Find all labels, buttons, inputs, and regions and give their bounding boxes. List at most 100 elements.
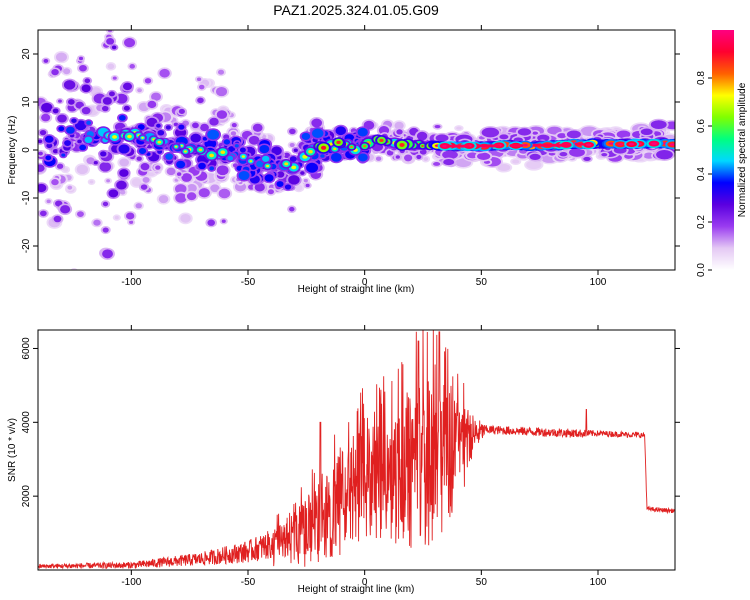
spectrogram-cell xyxy=(217,69,225,75)
x-tick-label: -50 xyxy=(241,577,256,588)
spectrogram-heatmap xyxy=(38,2,675,270)
spectrogram-cell xyxy=(60,205,71,214)
spectrogram-cell xyxy=(81,107,91,115)
spectrogram-cell-core xyxy=(284,162,289,166)
spectrogram-cell xyxy=(207,219,215,226)
spectrogram-cell xyxy=(435,134,449,142)
spectrogram-cell xyxy=(569,148,585,157)
spectrogram-cell xyxy=(223,139,231,145)
spectrogram-cell xyxy=(165,153,174,160)
spectrogram-cell xyxy=(481,127,500,138)
spectrogram-cell-core xyxy=(308,150,313,154)
spectrogram-cell xyxy=(76,164,88,175)
spectrogram-cell xyxy=(116,180,127,190)
spectrogram-cell xyxy=(43,58,49,63)
spectrogram-cell-core xyxy=(421,144,424,147)
y-tick-label: 2000 xyxy=(21,485,32,508)
spectrogram-cell xyxy=(497,164,511,172)
spectrogram-cell xyxy=(216,110,228,119)
spectrogram-cell-core xyxy=(585,143,592,147)
spectrogram-cell xyxy=(190,133,202,143)
spectrogram-cell xyxy=(218,188,231,199)
spectrogram-cell xyxy=(53,215,62,223)
spectrogram-cell xyxy=(84,136,93,143)
spectrogram-cell xyxy=(254,183,265,192)
spectrogram-cell-core xyxy=(522,143,528,147)
y-tick-label: 6000 xyxy=(21,337,32,360)
spectrogram-peak-band xyxy=(532,143,570,147)
spectrogram-cell xyxy=(295,184,303,191)
spectrogram-cell-core xyxy=(174,145,178,148)
spectrogram-cell xyxy=(142,176,150,183)
spectrogram-cell xyxy=(181,173,192,182)
spectrogram-cell xyxy=(103,2,112,10)
spectrogram-cell xyxy=(140,162,150,171)
spectrogram-cell-core xyxy=(127,134,132,139)
spectrogram-cell xyxy=(119,158,130,167)
x-tick-label: -100 xyxy=(121,277,141,288)
spectrogram-cell xyxy=(67,185,73,190)
spectrogram-cell xyxy=(289,206,295,212)
spectrogram-cell xyxy=(300,171,305,175)
spectrogram-cell xyxy=(271,146,282,156)
spectrogram-cell xyxy=(44,135,54,143)
spectrogram-cell xyxy=(477,152,491,160)
snr-frame xyxy=(37,329,676,571)
spectrogram-cell xyxy=(396,129,403,135)
spectrogram-cell xyxy=(320,154,325,158)
spectrogram-cell xyxy=(357,127,368,137)
y-tick-label: 0 xyxy=(21,147,32,153)
spectrogram-cell xyxy=(108,91,115,97)
spectrogram-cell xyxy=(284,184,292,190)
spectrogram-cell xyxy=(106,179,111,183)
spectrogram-cell xyxy=(64,140,72,146)
spectrogram-cell xyxy=(248,135,260,145)
y-tick-label: -20 xyxy=(21,238,32,253)
spectrogram-cell xyxy=(79,144,87,151)
x-tick-label: -50 xyxy=(241,277,256,288)
spectrogram-cell xyxy=(38,164,45,172)
spectrogram-cell xyxy=(67,99,75,105)
spectrogram-cell-core xyxy=(241,155,246,158)
spectrogram-cell xyxy=(499,134,509,140)
spectrogram-cell xyxy=(526,160,542,170)
spectrogram-cell xyxy=(84,78,91,84)
spectrogram-cell xyxy=(192,122,199,129)
snr-y-axis-label: SNR (10 * v/v) xyxy=(7,418,18,482)
spectrogram-cell xyxy=(419,149,427,155)
spectrogram-cell xyxy=(227,155,234,161)
spectrogram-cell xyxy=(230,131,237,136)
spectrogram-cell xyxy=(202,136,208,141)
spectrogram-cell xyxy=(180,213,191,223)
spectrogram-cell xyxy=(140,184,148,190)
spectrogram-cell xyxy=(157,129,165,136)
spectrogram-cell xyxy=(197,97,204,104)
spectrogram-cell xyxy=(61,153,66,157)
spectrogram-cell xyxy=(136,156,142,161)
x-tick-label: 50 xyxy=(476,277,488,288)
spectrogram-cell xyxy=(434,124,441,129)
spectrogram-cell-core xyxy=(183,150,187,153)
spectrogram-cell xyxy=(375,156,382,161)
spectrogram-cell xyxy=(131,178,142,187)
spectrogram-cell xyxy=(79,64,87,72)
spectrogram-cell xyxy=(77,139,82,144)
spectrogram-cell xyxy=(178,108,185,114)
spectrogram-cell xyxy=(529,153,541,161)
spectrogram-cell-core xyxy=(350,145,353,149)
spectrogram-cell xyxy=(38,183,47,193)
spectrogram-cell-core xyxy=(320,145,327,150)
spectrogram-cell xyxy=(442,150,458,160)
spectrogram-cell xyxy=(312,128,324,139)
spectrogram-cell xyxy=(51,69,59,76)
spectrogram-cell xyxy=(289,156,297,162)
spectrogram-cell xyxy=(433,162,441,166)
spectrogram-cell xyxy=(107,30,113,33)
spectrogram-cell xyxy=(158,195,169,204)
spectrogram-cell xyxy=(216,165,229,176)
spectrogram-cell xyxy=(209,117,219,126)
spectrogram-cell xyxy=(111,45,117,50)
spectrogram-cell xyxy=(56,163,64,169)
colorbar-tick-label: 0.2 xyxy=(696,215,707,229)
